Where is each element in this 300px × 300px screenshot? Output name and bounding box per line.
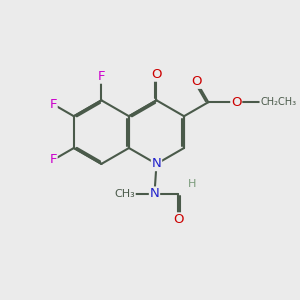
- Text: O: O: [231, 96, 242, 109]
- Text: F: F: [50, 153, 57, 167]
- Text: CH₃: CH₃: [114, 189, 135, 199]
- Text: O: O: [191, 75, 202, 88]
- Text: N: N: [152, 158, 161, 170]
- Text: F: F: [50, 98, 57, 111]
- Text: H: H: [188, 179, 196, 189]
- Text: N: N: [150, 187, 159, 200]
- Text: F: F: [98, 70, 105, 83]
- Text: O: O: [151, 68, 162, 81]
- Text: O: O: [173, 213, 184, 226]
- Text: CH₂CH₃: CH₂CH₃: [260, 97, 296, 107]
